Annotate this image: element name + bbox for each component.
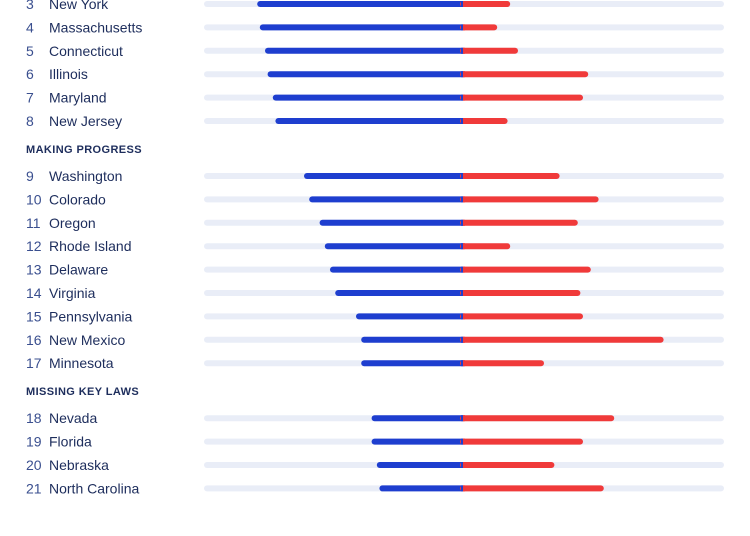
rank-label: 6 [26, 66, 34, 82]
bar-join-left [461, 47, 463, 54]
bar-join-right [463, 415, 465, 422]
bar-join-right [463, 196, 465, 203]
state-label: Nebraska [49, 457, 109, 473]
bar-join-left [461, 24, 463, 31]
rank-label: 17 [26, 355, 42, 371]
rank-label: 3 [26, 0, 34, 12]
rank-label: 21 [26, 480, 42, 496]
rank-label: 5 [26, 43, 34, 59]
bar-join-right [463, 243, 465, 250]
section-title: MAKING PROGRESS [26, 144, 142, 156]
bar-join-left [461, 173, 463, 179]
bar-join-left [461, 336, 463, 343]
rank-label: 16 [26, 332, 42, 348]
bar-join-right [463, 173, 465, 179]
state-label: Minnesota [49, 355, 114, 371]
bar-join-right [463, 485, 465, 492]
state-label: Florida [49, 434, 92, 450]
bar-join-right [463, 360, 465, 367]
state-label: Connecticut [49, 43, 123, 59]
bar-join-right [463, 71, 465, 78]
bar-join-left [461, 485, 463, 492]
state-label: Illinois [49, 66, 88, 82]
state-label: Nevada [49, 410, 97, 426]
bar-join-right [463, 1, 465, 7]
rank-label: 11 [26, 215, 41, 231]
state-label: New Jersey [49, 113, 122, 129]
rank-label: 20 [26, 457, 42, 473]
state-label: Massachusetts [49, 19, 142, 35]
bar-join-left [461, 71, 463, 78]
bar-join-right [463, 336, 465, 343]
bar-join-right [463, 290, 465, 296]
rank-label: 12 [26, 238, 42, 254]
bar-join-left [461, 243, 463, 250]
bar-join-left [461, 290, 463, 296]
state-label: Pennsylvania [49, 308, 132, 324]
state-label: Oregon [49, 215, 96, 231]
state-label: Washington [49, 168, 122, 184]
bar-join-left [461, 1, 463, 7]
bar-join-right [463, 266, 465, 273]
bar-join-left [461, 462, 463, 468]
state-label: Rhode Island [49, 238, 132, 254]
bar-join-left [461, 94, 463, 101]
state-label: North Carolina [49, 480, 139, 496]
state-label: Maryland [49, 90, 107, 106]
bar-join-left [461, 438, 463, 445]
bar-join-left [461, 219, 463, 226]
rank-label: 7 [26, 90, 34, 106]
rank-label: 14 [26, 285, 42, 301]
rank-label: 4 [26, 19, 34, 35]
rank-label: 18 [26, 410, 42, 426]
rank-label: 10 [26, 191, 42, 207]
bar-join-right [463, 24, 465, 31]
bar-join-right [463, 118, 465, 124]
bar-join-right [463, 313, 465, 320]
state-label: Virginia [49, 285, 96, 301]
state-label: Delaware [49, 262, 108, 278]
bar-join-right [463, 94, 465, 101]
state-label: Colorado [49, 191, 106, 207]
bar-join-left [461, 118, 463, 124]
rank-label: 15 [26, 308, 42, 324]
bar-join-right [463, 462, 465, 468]
rank-label: 8 [26, 113, 34, 129]
bar-join-left [461, 313, 463, 320]
state-label: New York [49, 0, 109, 12]
state-label: New Mexico [49, 332, 125, 348]
bar-join-right [463, 219, 465, 226]
section-title: MISSING KEY LAWS [26, 386, 139, 398]
bar-join-right [463, 438, 465, 445]
bar-join-left [461, 415, 463, 422]
rank-label: 19 [26, 434, 42, 450]
rank-label: 9 [26, 168, 34, 184]
bar-join-right [463, 47, 465, 54]
bar-join-left [461, 196, 463, 203]
bar-join-left [461, 360, 463, 367]
bar-join-left [461, 266, 463, 273]
rank-label: 13 [26, 262, 42, 278]
